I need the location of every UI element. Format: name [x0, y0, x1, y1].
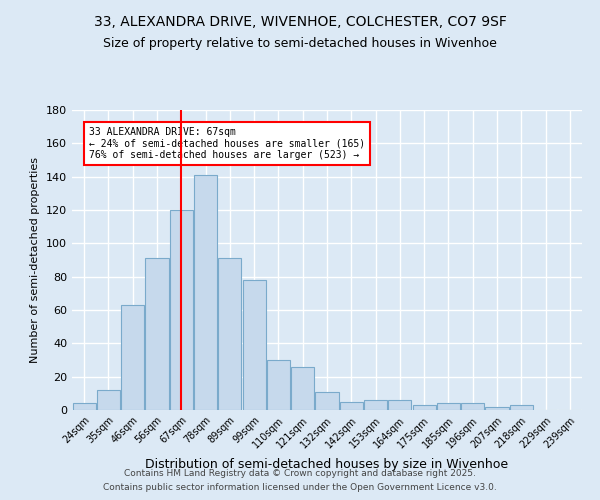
X-axis label: Distribution of semi-detached houses by size in Wivenhoe: Distribution of semi-detached houses by …	[145, 458, 509, 471]
Text: 33, ALEXANDRA DRIVE, WIVENHOE, COLCHESTER, CO7 9SF: 33, ALEXANDRA DRIVE, WIVENHOE, COLCHESTE…	[94, 15, 506, 29]
Bar	[242, 280, 266, 410]
Bar	[413, 405, 436, 410]
Bar	[364, 400, 387, 410]
Bar	[194, 175, 217, 410]
Bar	[485, 406, 509, 410]
Bar	[340, 402, 363, 410]
Text: Contains HM Land Registry data © Crown copyright and database right 2025.: Contains HM Land Registry data © Crown c…	[124, 468, 476, 477]
Bar	[267, 360, 290, 410]
Bar	[291, 366, 314, 410]
Text: Contains public sector information licensed under the Open Government Licence v3: Contains public sector information licen…	[103, 484, 497, 492]
Bar	[170, 210, 193, 410]
Text: Size of property relative to semi-detached houses in Wivenhoe: Size of property relative to semi-detach…	[103, 38, 497, 51]
Text: 33 ALEXANDRA DRIVE: 67sqm
← 24% of semi-detached houses are smaller (165)
76% of: 33 ALEXANDRA DRIVE: 67sqm ← 24% of semi-…	[89, 126, 365, 160]
Bar	[97, 390, 120, 410]
Bar	[388, 400, 412, 410]
Bar	[510, 405, 533, 410]
Bar	[437, 404, 460, 410]
Bar	[73, 404, 95, 410]
Bar	[145, 258, 169, 410]
Bar	[316, 392, 338, 410]
Bar	[461, 404, 484, 410]
Y-axis label: Number of semi-detached properties: Number of semi-detached properties	[31, 157, 40, 363]
Bar	[121, 305, 144, 410]
Bar	[218, 258, 241, 410]
